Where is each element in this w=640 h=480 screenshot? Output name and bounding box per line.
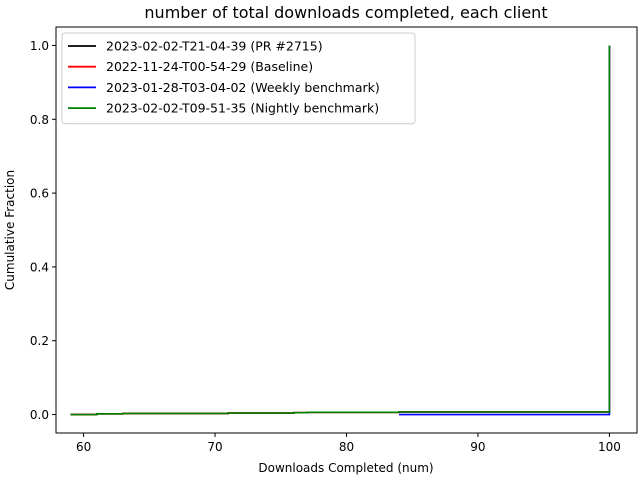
y-axis: 0.0 0.2 0.4 0.6 0.8 1.0 (30, 39, 56, 422)
x-tick-label: 70 (207, 440, 222, 454)
y-tick-label: 0.0 (30, 408, 49, 422)
legend-label: 2023-02-02-T21-04-39 (PR #2715) (106, 39, 323, 54)
y-tick-label: 0.2 (30, 334, 49, 348)
legend-label: 2022-11-24-T00-54-29 (Baseline) (106, 59, 313, 74)
legend: 2023-02-02-T21-04-39 (PR #2715) 2022-11-2… (61, 32, 416, 125)
x-tick-label: 60 (76, 440, 91, 454)
x-tick-label: 80 (339, 440, 354, 454)
x-axis: 60 70 80 90 100 (76, 433, 621, 454)
series-layer (70, 45, 611, 416)
series-line-3 (70, 45, 611, 416)
x-tick-label: 100 (598, 440, 621, 454)
y-tick-label: 0.6 (30, 187, 49, 201)
legend-box (61, 32, 416, 125)
chart-title: number of total downloads completed, eac… (144, 3, 547, 22)
y-tick-label: 0.4 (30, 260, 49, 274)
x-axis-label: Downloads Completed (num) (258, 461, 433, 475)
y-axis-label: Cumulative Fraction (3, 170, 17, 290)
y-tick-label: 0.8 (30, 113, 49, 127)
legend-label: 2023-01-28-T03-04-02 (Weekly benchmark) (106, 80, 380, 95)
y-tick-label: 1.0 (30, 39, 49, 53)
legend-label: 2023-02-02-T09-51-35 (Nightly benchmark) (106, 101, 379, 116)
x-tick-label: 90 (470, 440, 485, 454)
